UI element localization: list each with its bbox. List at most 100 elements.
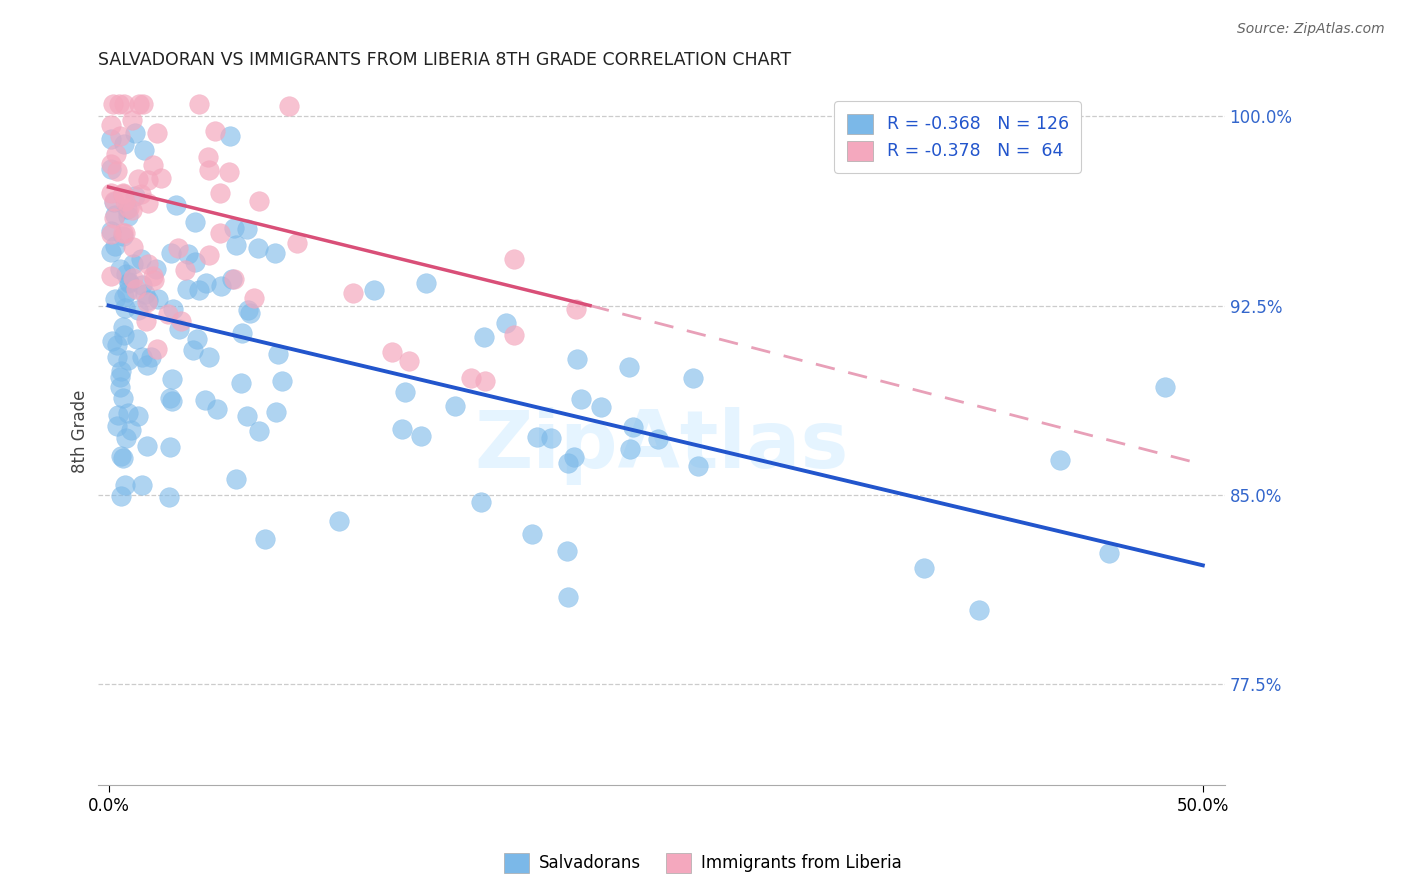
Point [249, 194, 271, 209]
Point [565, 302, 588, 317]
Point [120, 423, 142, 437]
Point [112, 229, 135, 244]
Point [160, 394, 183, 409]
Point [114, 478, 136, 492]
Point [146, 342, 169, 356]
Point [107, 409, 129, 423]
Point [127, 409, 149, 423]
Point [121, 240, 143, 254]
Point [118, 275, 141, 289]
Point [110, 364, 132, 378]
Point [209, 279, 232, 293]
Point [271, 374, 294, 388]
Point [555, 544, 578, 558]
Point [118, 277, 141, 291]
Point [236, 409, 259, 423]
Point [557, 456, 579, 470]
Point [591, 401, 613, 415]
Point [114, 194, 136, 209]
Point [125, 281, 148, 295]
Point [218, 165, 240, 179]
Point [124, 189, 146, 203]
Point [562, 450, 585, 465]
Text: Source: ZipAtlas.com: Source: ZipAtlas.com [1237, 22, 1385, 37]
Point [111, 187, 134, 202]
Point [238, 302, 260, 317]
Point [394, 384, 416, 399]
Point [342, 285, 364, 300]
Point [197, 162, 219, 177]
Point [132, 96, 155, 111]
Point [115, 202, 138, 216]
Point [110, 489, 132, 503]
Point [621, 419, 644, 434]
Point [184, 255, 207, 269]
Point [111, 320, 134, 334]
Point [136, 257, 159, 271]
Point [167, 240, 190, 254]
Point [239, 306, 262, 320]
Point [129, 252, 152, 267]
Point [194, 276, 217, 290]
Point [187, 96, 209, 111]
Point [159, 246, 181, 260]
Point [520, 526, 543, 541]
Point [224, 272, 246, 286]
Point [285, 235, 308, 250]
Point [647, 433, 669, 447]
Point [470, 495, 492, 509]
Point [103, 194, 125, 208]
Point [117, 353, 139, 368]
Point [142, 273, 165, 287]
Point [159, 440, 181, 454]
Point [142, 158, 165, 172]
Point [204, 123, 226, 137]
Point [100, 157, 122, 171]
Point [135, 295, 157, 310]
Point [1153, 380, 1175, 394]
Point [111, 391, 134, 405]
Point [118, 201, 141, 215]
Point [263, 246, 285, 260]
Point [474, 375, 496, 389]
Point [103, 292, 125, 306]
Point [112, 137, 135, 152]
Point [225, 238, 247, 252]
Point [157, 491, 180, 505]
Point [117, 209, 139, 223]
Point [503, 328, 526, 343]
Point [472, 330, 495, 344]
Point [209, 186, 232, 200]
Point [246, 242, 269, 256]
Point [617, 359, 640, 374]
Point [108, 129, 131, 144]
Point [112, 290, 135, 304]
Point [495, 317, 517, 331]
Text: ZipAtlas: ZipAtlas [474, 407, 848, 484]
Point [526, 429, 548, 443]
Point [111, 451, 134, 466]
Point [136, 173, 159, 187]
Point [104, 208, 127, 222]
Point [159, 391, 181, 405]
Point [208, 226, 231, 240]
Point [107, 96, 129, 111]
Point [146, 126, 169, 140]
Point [100, 268, 122, 283]
Point [567, 351, 589, 366]
Point [134, 287, 156, 301]
Point [105, 350, 128, 364]
Point [112, 328, 135, 343]
Point [162, 302, 184, 317]
Point [100, 162, 122, 177]
Point [188, 283, 211, 297]
Point [135, 314, 157, 328]
Point [100, 227, 122, 241]
Point [131, 351, 153, 365]
Point [569, 392, 592, 407]
Point [381, 345, 404, 359]
Point [160, 372, 183, 386]
Point [219, 129, 242, 144]
Point [127, 171, 149, 186]
Point [103, 96, 125, 111]
